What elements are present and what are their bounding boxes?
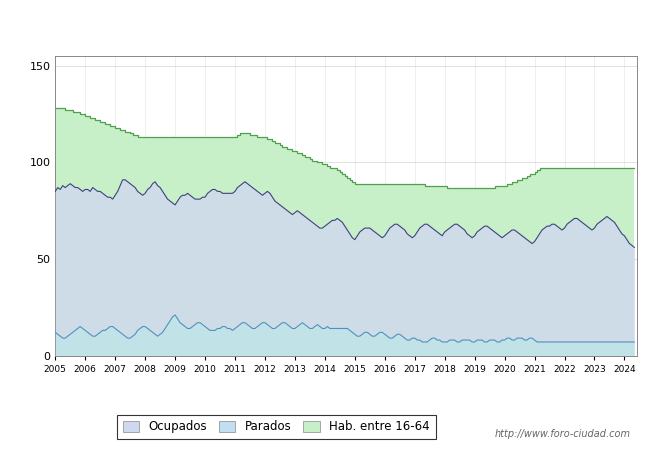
Text: Villaquirán de los Infantes - Evolucion de la poblacion en edad de Trabajar Mayo: Villaquirán de los Infantes - Evolucion …	[40, 17, 610, 30]
Text: http://www.foro-ciudad.com: http://www.foro-ciudad.com	[495, 429, 630, 439]
Legend: Ocupados, Parados, Hab. entre 16-64: Ocupados, Parados, Hab. entre 16-64	[116, 414, 436, 439]
